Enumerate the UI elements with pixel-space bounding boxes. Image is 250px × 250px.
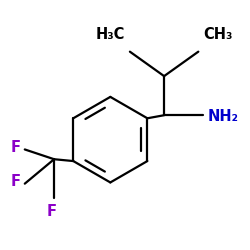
- Text: F: F: [11, 174, 21, 189]
- Text: NH₂: NH₂: [208, 109, 239, 124]
- Text: F: F: [11, 140, 21, 154]
- Text: H₃C: H₃C: [96, 27, 125, 42]
- Text: F: F: [47, 204, 57, 220]
- Text: CH₃: CH₃: [203, 27, 233, 42]
